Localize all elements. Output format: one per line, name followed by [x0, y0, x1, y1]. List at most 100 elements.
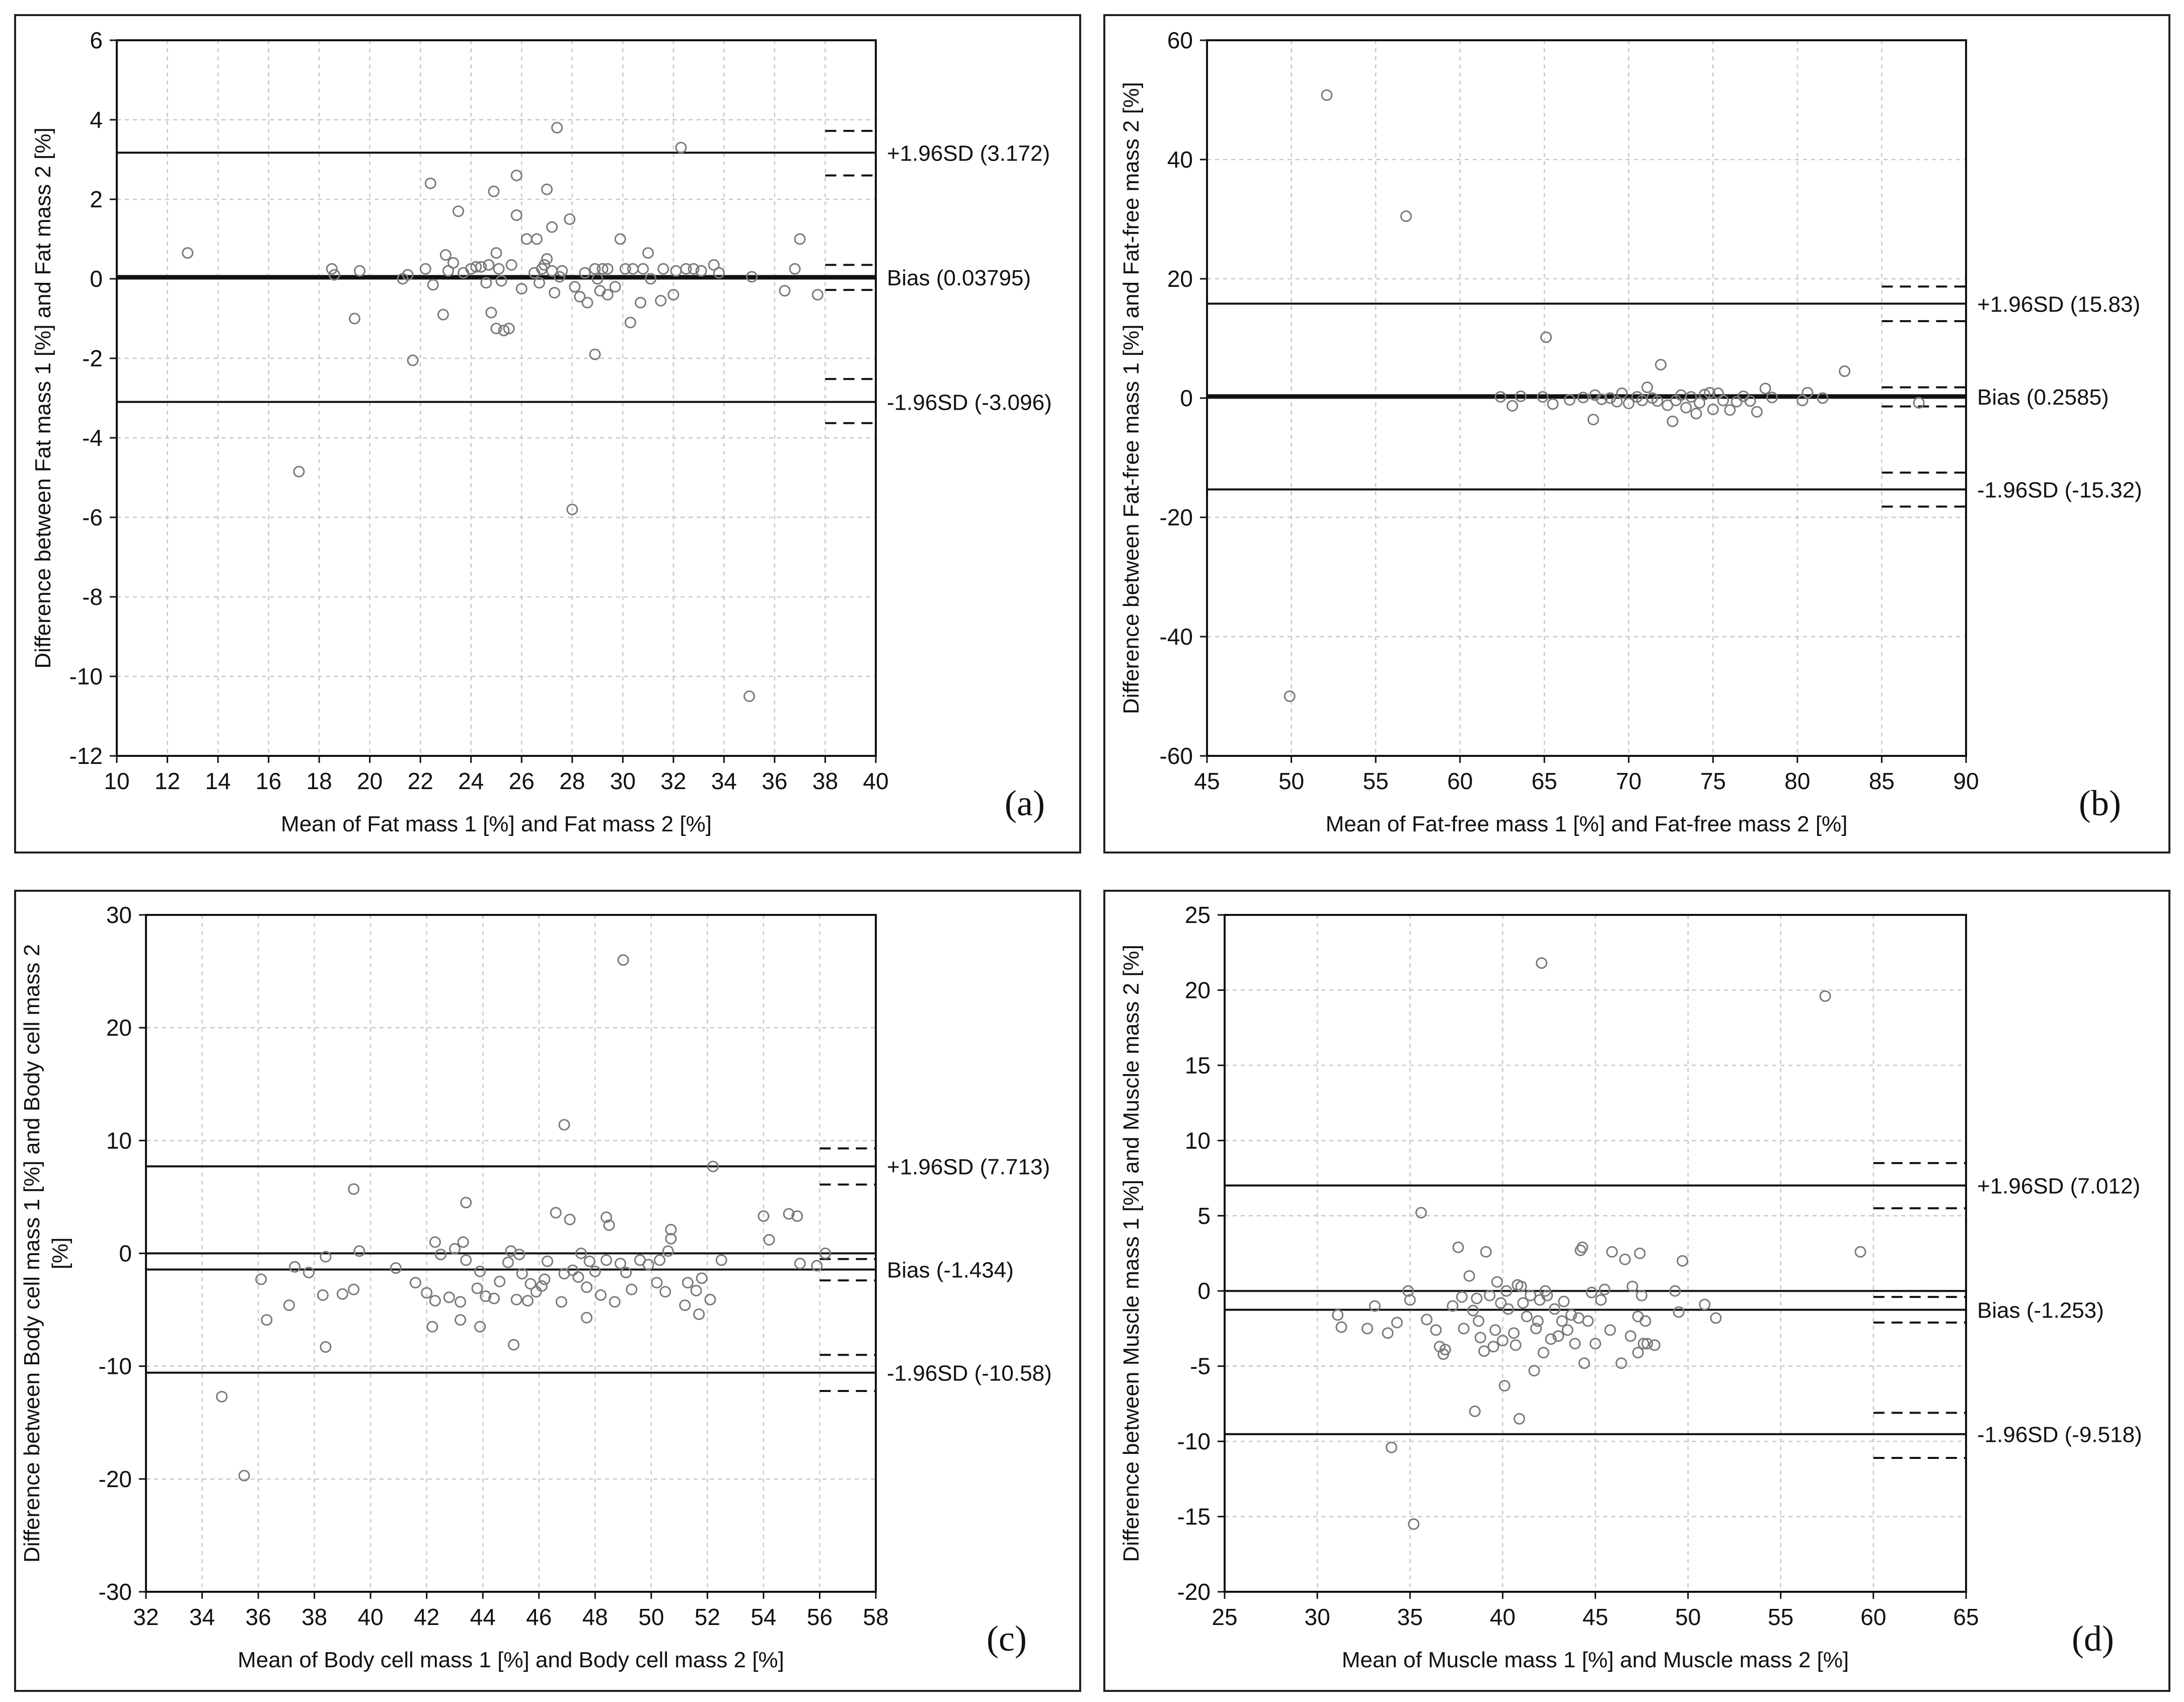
data-point	[1514, 1413, 1526, 1425]
y-tick-label: -20	[1177, 1579, 1211, 1605]
x-tick-label: 60	[1447, 768, 1473, 794]
y-tick-label: 20	[106, 1015, 132, 1041]
data-point	[645, 273, 657, 285]
data-point	[495, 275, 507, 287]
data-point	[1766, 392, 1778, 404]
y-tick-label: 15	[1185, 1052, 1211, 1078]
data-point	[763, 1234, 775, 1246]
data-point	[510, 170, 522, 182]
data-point	[1651, 395, 1664, 407]
y-tick-label: -15	[1177, 1504, 1211, 1530]
data-point	[688, 263, 700, 275]
data-point	[539, 1273, 551, 1285]
x-tick-label: 45	[1583, 1604, 1608, 1630]
data-point	[1639, 1315, 1651, 1327]
data-point	[1547, 398, 1559, 410]
x-tick-label: 12	[155, 768, 180, 794]
data-point	[354, 265, 366, 277]
data-point	[429, 1295, 441, 1307]
data-point	[320, 1341, 332, 1353]
x-tick-label: 36	[762, 768, 787, 794]
data-point	[657, 263, 669, 275]
data-point	[675, 141, 687, 153]
x-axis-label: Mean of Fat-free mass 1 [%] and Fat-free…	[1326, 812, 1848, 836]
data-point	[1400, 210, 1412, 222]
data-point	[533, 277, 545, 289]
data-point	[603, 1219, 615, 1231]
data-point	[460, 1254, 472, 1266]
y-tick-label: 40	[1167, 146, 1193, 173]
data-point	[303, 1267, 315, 1279]
data-point	[1569, 1338, 1581, 1350]
data-point	[655, 294, 667, 306]
data-point	[541, 253, 553, 265]
data-point	[1540, 331, 1552, 343]
x-tick-label: 52	[695, 1604, 720, 1630]
x-tick-label: 36	[245, 1604, 271, 1630]
x-tick-label: 38	[812, 768, 838, 794]
data-point	[1673, 1306, 1685, 1318]
data-point	[1508, 1327, 1520, 1339]
data-point	[409, 1277, 421, 1289]
data-point	[289, 1261, 301, 1273]
data-point	[662, 1245, 674, 1257]
x-axis-label: Mean of Muscle mass 1 [%] and Muscle mas…	[1342, 1648, 1849, 1672]
data-point	[1680, 402, 1692, 414]
data-point	[505, 259, 517, 271]
y-tick-label: 0	[90, 266, 103, 292]
data-point	[283, 1299, 295, 1311]
data-point	[531, 233, 543, 245]
x-tick-label: 18	[307, 768, 332, 794]
data-point	[1517, 1297, 1529, 1309]
y-tick-label: -10	[99, 1353, 132, 1379]
data-point	[1537, 1347, 1549, 1359]
x-tick-label: 50	[1278, 768, 1304, 794]
data-point	[1507, 400, 1519, 412]
data-point	[1596, 393, 1608, 405]
data-point	[1595, 1294, 1607, 1306]
data-point	[667, 289, 680, 301]
data-point	[1458, 1323, 1470, 1335]
data-point	[1707, 404, 1719, 416]
data-point	[353, 1245, 365, 1257]
data-point	[564, 1213, 576, 1225]
data-point	[1541, 1289, 1553, 1301]
bias-line-label: Bias (-1.253)	[1977, 1298, 2104, 1323]
data-point	[704, 1293, 716, 1305]
data-point	[624, 317, 636, 329]
data-point	[317, 1289, 329, 1301]
data-point	[1528, 1365, 1540, 1377]
data-point	[460, 1197, 472, 1209]
data-point	[1637, 1338, 1649, 1350]
x-tick-label: 90	[1953, 768, 1979, 794]
upper-loa-line-label: +1.96SD (7.713)	[887, 1155, 1050, 1180]
data-point	[1685, 391, 1697, 403]
data-point	[680, 263, 692, 275]
data-point	[536, 1280, 548, 1292]
data-point	[1515, 390, 1527, 402]
data-point	[679, 1299, 691, 1311]
data-point	[743, 690, 756, 702]
data-point	[488, 1292, 500, 1304]
data-point	[1586, 1286, 1598, 1298]
data-point	[617, 954, 629, 966]
y-tick-label: -6	[82, 504, 103, 530]
data-point	[614, 233, 626, 245]
data-point	[1641, 1338, 1653, 1350]
data-point	[1284, 690, 1296, 702]
x-tick-label: 35	[1397, 1604, 1423, 1630]
data-point	[255, 1273, 267, 1285]
data-point	[566, 503, 578, 515]
data-point	[758, 1210, 770, 1222]
data-point	[1636, 1289, 1648, 1301]
data-point	[475, 261, 487, 273]
data-point	[1704, 386, 1716, 399]
x-tick-label: 34	[189, 1604, 215, 1630]
data-point	[1690, 408, 1702, 420]
data-point	[556, 265, 568, 277]
data-point	[1439, 1344, 1451, 1356]
data-point	[1469, 1405, 1481, 1417]
data-point	[539, 259, 551, 271]
data-point	[1632, 1347, 1644, 1359]
y-tick-label: 25	[1185, 902, 1211, 928]
